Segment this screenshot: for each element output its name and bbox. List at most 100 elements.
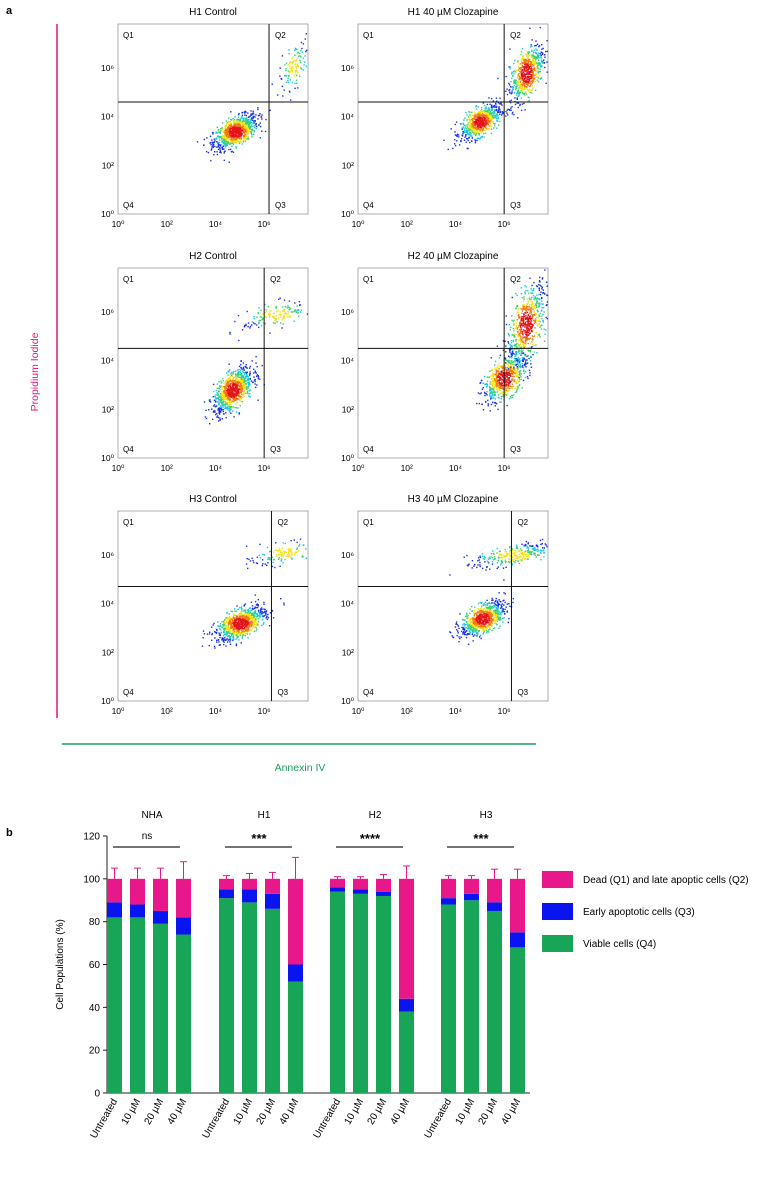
event-dot [516, 346, 518, 348]
event-dot [509, 383, 511, 385]
event-dot [221, 402, 223, 404]
event-dot [543, 62, 546, 64]
event-dot [522, 81, 524, 84]
event-dot [517, 382, 519, 384]
event-dot [495, 104, 497, 106]
event-dot [485, 128, 487, 131]
event-dot [243, 389, 245, 392]
event-dot [226, 403, 229, 405]
event-dot [515, 371, 518, 373]
event-dot [505, 384, 507, 386]
event-dot [232, 373, 235, 375]
event-dot [510, 360, 512, 362]
event-dot [246, 367, 248, 369]
event-dot [241, 120, 244, 123]
event-dot [489, 122, 491, 125]
event-dot [288, 308, 290, 311]
event-dot [249, 127, 251, 129]
event-dot [296, 64, 299, 66]
event-dot [523, 359, 525, 361]
event-dot [484, 112, 486, 114]
event-dot [246, 622, 248, 624]
event-dot [489, 121, 491, 124]
event-dot [215, 413, 217, 416]
event-dot [233, 388, 236, 390]
event-dot [507, 384, 509, 387]
event-dot [500, 382, 502, 385]
event-dot [518, 359, 521, 361]
event-dot [515, 333, 517, 336]
event-dot [523, 102, 525, 105]
event-dot [545, 329, 547, 331]
event-dot [499, 379, 501, 381]
event-dot [524, 59, 526, 61]
event-dot [254, 378, 256, 381]
event-dot [525, 81, 527, 83]
event-dot [287, 313, 289, 315]
event-dot [524, 345, 526, 348]
event-dot [246, 120, 249, 123]
event-dot [514, 382, 516, 384]
event-dot [288, 65, 291, 67]
event-dot [490, 106, 493, 109]
event-dot [224, 131, 226, 134]
event-dot [522, 379, 525, 382]
event-dot [251, 612, 254, 614]
event-dot [544, 56, 546, 58]
event-dot [522, 321, 525, 323]
event-dot [539, 302, 541, 304]
event-dot [228, 127, 231, 129]
event-dot [495, 377, 498, 379]
event-dot [530, 292, 532, 294]
event-dot [544, 333, 546, 335]
event-dot [239, 127, 242, 129]
event-dot [533, 344, 535, 347]
event-dot [483, 119, 486, 121]
event-dot [530, 320, 532, 322]
event-dot [531, 76, 533, 78]
event-dot [518, 63, 520, 65]
event-dot [239, 391, 241, 393]
event-dot [227, 399, 230, 402]
event-dot [517, 386, 519, 388]
event-dot [515, 307, 517, 310]
event-dot [219, 410, 222, 412]
event-dot [229, 139, 231, 141]
event-dot [251, 630, 253, 632]
event-dot [505, 110, 507, 113]
event-dot [248, 607, 251, 609]
event-dot [520, 327, 522, 329]
event-dot [518, 78, 521, 80]
event-dot [517, 60, 519, 62]
y-tick-label: 10² [102, 404, 114, 414]
event-dot [244, 383, 246, 385]
event-dot [546, 71, 548, 73]
event-dot [305, 33, 307, 35]
event-dot [534, 312, 536, 314]
quadrant-label: Q3 [270, 445, 281, 454]
event-dot [502, 366, 504, 368]
event-dot [253, 623, 256, 625]
event-dot [290, 311, 293, 313]
event-dot [519, 324, 521, 326]
event-dot [476, 131, 478, 134]
event-dot [250, 121, 253, 124]
event-dot [466, 129, 468, 131]
event-dot [254, 611, 257, 613]
event-dot [536, 324, 539, 326]
event-dot [283, 299, 286, 301]
event-dot [543, 328, 545, 330]
event-dot [491, 378, 493, 380]
event-dot [293, 320, 295, 322]
event-dot [524, 315, 526, 318]
event-dot [507, 387, 509, 389]
event-dot [282, 314, 284, 317]
event-dot [234, 394, 236, 396]
event-dot [511, 315, 513, 317]
event-dot [218, 381, 220, 383]
event-dot [519, 81, 521, 83]
event-dot [504, 392, 506, 394]
event-dot [238, 121, 240, 123]
event-dot [540, 77, 543, 79]
event-dot [243, 111, 246, 113]
